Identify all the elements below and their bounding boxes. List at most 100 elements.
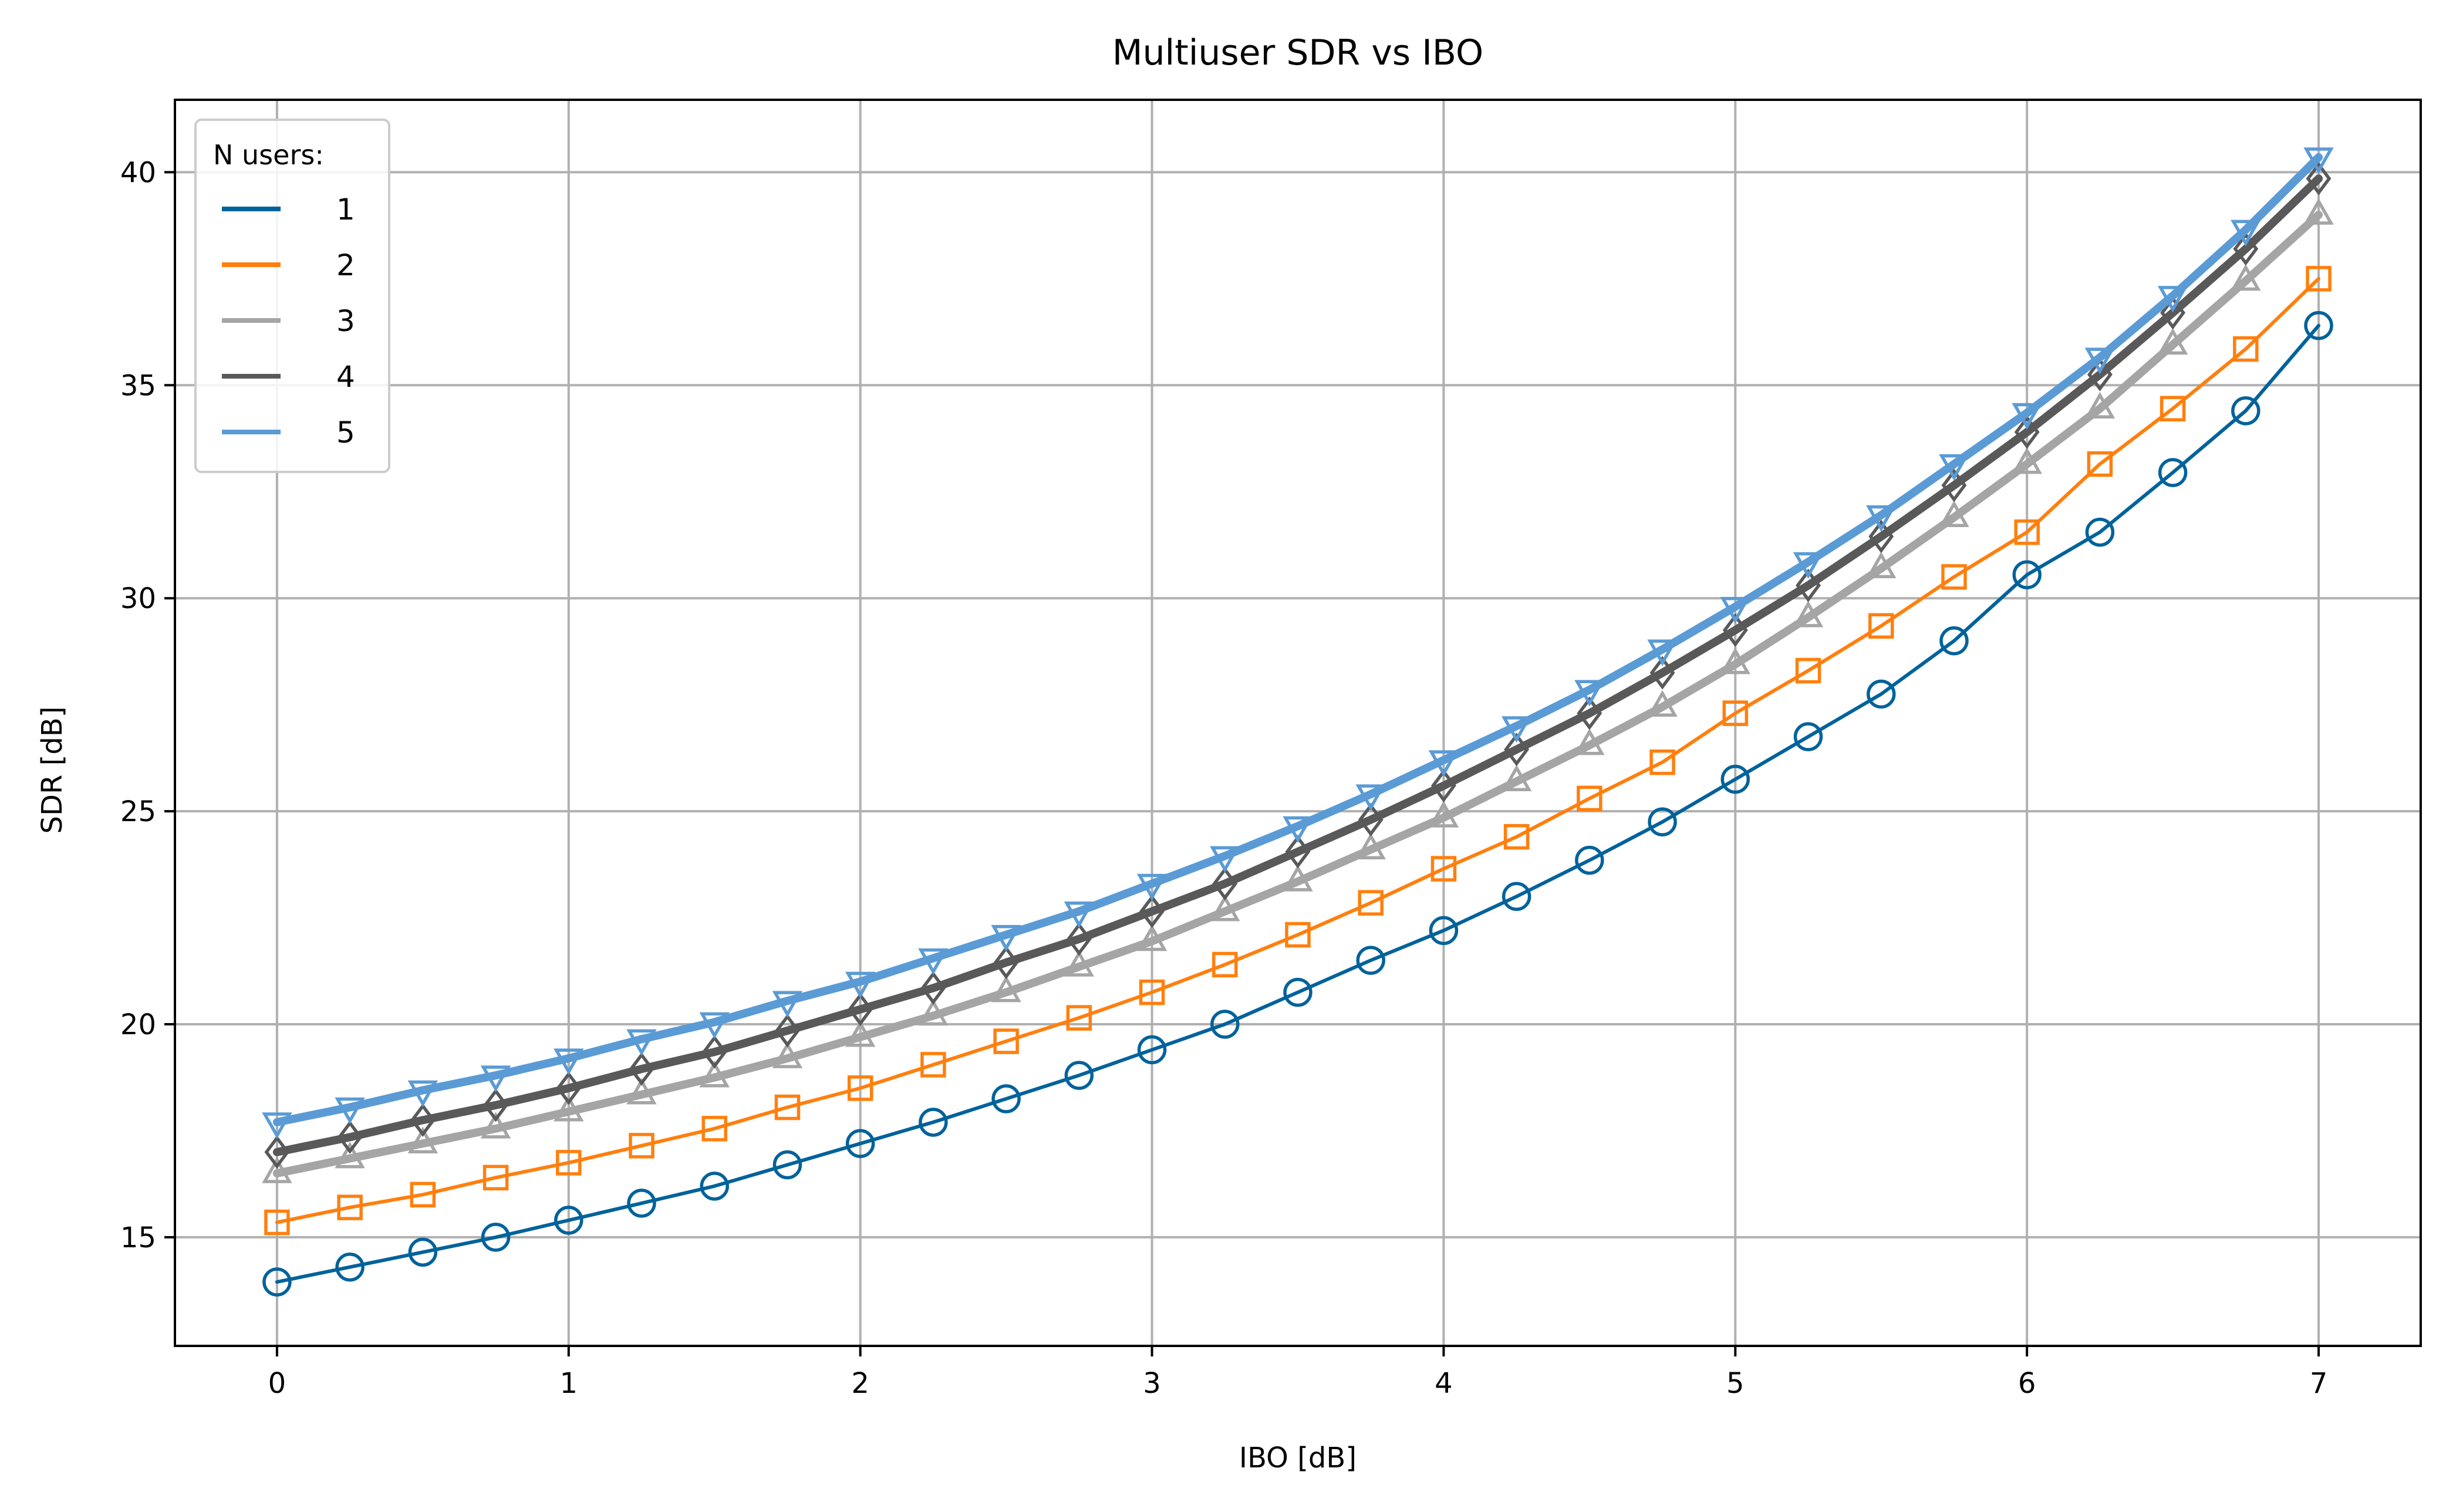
series-2-point	[482, 1165, 509, 1191]
plot-frame	[174, 99, 2422, 1347]
legend-box	[194, 119, 390, 473]
series-5-point	[2157, 286, 2188, 313]
series-1-point	[1575, 845, 1604, 875]
series-3-point	[699, 1061, 730, 1088]
series-3-point	[1866, 551, 1897, 579]
series-3-point	[2157, 328, 2188, 355]
y-tick-label: 15	[120, 1221, 156, 1254]
series-2-point	[2306, 266, 2331, 292]
series-4-point	[337, 1120, 363, 1154]
series-3-point	[2231, 264, 2261, 291]
series-1-point	[481, 1223, 511, 1252]
series-2-point	[1649, 749, 1675, 775]
series-1-point	[1429, 916, 1459, 946]
series-3-point	[1501, 764, 1532, 792]
series-2-point	[847, 1075, 873, 1101]
series-3-point	[1647, 690, 1678, 717]
series-2-point	[264, 1209, 290, 1236]
series-4-point	[629, 1052, 654, 1086]
series-3-point	[262, 1156, 292, 1183]
series-5-point	[335, 1097, 365, 1125]
y-tick-label: 35	[120, 369, 156, 402]
series-5-point	[1355, 784, 1386, 811]
x-tick-label: 1	[560, 1367, 578, 1400]
series-4-point	[920, 971, 946, 1005]
series-3-line	[272, 211, 2323, 1177]
series-5-point	[699, 1012, 730, 1039]
series-4-point	[2306, 161, 2331, 195]
series-5-line	[272, 153, 2323, 1126]
series-3-point	[918, 998, 949, 1026]
series-1-point	[1648, 807, 1677, 837]
series-5-point	[2012, 403, 2042, 430]
series-5-point	[554, 1048, 584, 1075]
series-1-point	[1502, 882, 1531, 912]
x-tick-label: 2	[851, 1367, 869, 1400]
series-1-point	[1210, 1010, 1240, 1039]
series-1-point	[1064, 1061, 1094, 1090]
series-4-point	[1066, 922, 1092, 956]
grid	[175, 100, 2421, 1346]
series-5-point	[2084, 347, 2115, 374]
series-2-point	[337, 1194, 363, 1220]
series-4-point	[1941, 468, 1967, 502]
series-2-point	[1358, 890, 1384, 916]
series-5-point	[1501, 716, 1532, 743]
series-4-point	[1212, 866, 1238, 901]
series-1-point	[335, 1252, 365, 1282]
series-5-point	[1210, 846, 1240, 873]
series-3-point	[2084, 392, 2115, 419]
series-3	[262, 198, 2334, 1183]
series-4-point	[483, 1088, 509, 1122]
series-3-point	[2303, 198, 2334, 225]
y-tick-label: 40	[120, 156, 156, 189]
y-tick-label: 30	[120, 582, 156, 615]
series-3-point	[1064, 950, 1095, 977]
y-tick-label: 25	[120, 795, 156, 828]
series-4-point	[1649, 656, 1675, 690]
series-5-point	[1793, 552, 1824, 579]
series-4-point	[410, 1103, 436, 1137]
series-5-point	[1428, 750, 1459, 777]
x-tick-label: 4	[1435, 1367, 1453, 1400]
y-axis-label: SDR [dB]	[36, 707, 69, 834]
series-4-point	[1504, 733, 1530, 767]
series-2-point	[1722, 700, 1749, 726]
series-4-point	[2160, 296, 2186, 330]
series-4-point	[1722, 613, 1748, 647]
series-4-point	[264, 1135, 290, 1169]
series-2-point	[774, 1094, 801, 1120]
series-3-point	[1355, 832, 1386, 860]
series-2-point	[1503, 824, 1530, 850]
series-3-point	[1574, 728, 1605, 755]
series-1-point	[845, 1129, 875, 1158]
series-1-point	[1867, 679, 1896, 709]
x-tick-label: 6	[2018, 1367, 2036, 1400]
series-4-point	[1577, 696, 1602, 730]
x-tick-label: 7	[2310, 1367, 2328, 1400]
series-3-point	[554, 1095, 584, 1122]
series-5-point	[1939, 454, 1969, 481]
series-3-point	[1793, 600, 1824, 627]
series-4-point	[1868, 519, 1894, 554]
series-3-point	[1939, 500, 1969, 528]
series-1-point	[1720, 764, 1750, 794]
series-5-point	[1720, 596, 1751, 624]
y-tick-label: 20	[120, 1008, 156, 1041]
series-1-point	[700, 1172, 729, 1201]
series-3-point	[2012, 447, 2042, 474]
series-5-point	[2231, 220, 2261, 247]
x-axis-label: IBO [dB]	[1239, 1442, 1357, 1474]
series-4-line	[272, 174, 2323, 1156]
series-5-point	[626, 1029, 657, 1056]
series-4-point	[2233, 232, 2259, 266]
series-2-point	[920, 1052, 946, 1078]
series-4-point	[2014, 415, 2040, 449]
series-5	[262, 147, 2334, 1139]
series-2-point	[1066, 1005, 1092, 1031]
series-1-point	[554, 1206, 583, 1235]
series-4-point	[848, 993, 873, 1027]
series-1-point	[408, 1237, 438, 1267]
series-3-point	[1136, 924, 1168, 951]
series-1-point	[1137, 1035, 1167, 1065]
